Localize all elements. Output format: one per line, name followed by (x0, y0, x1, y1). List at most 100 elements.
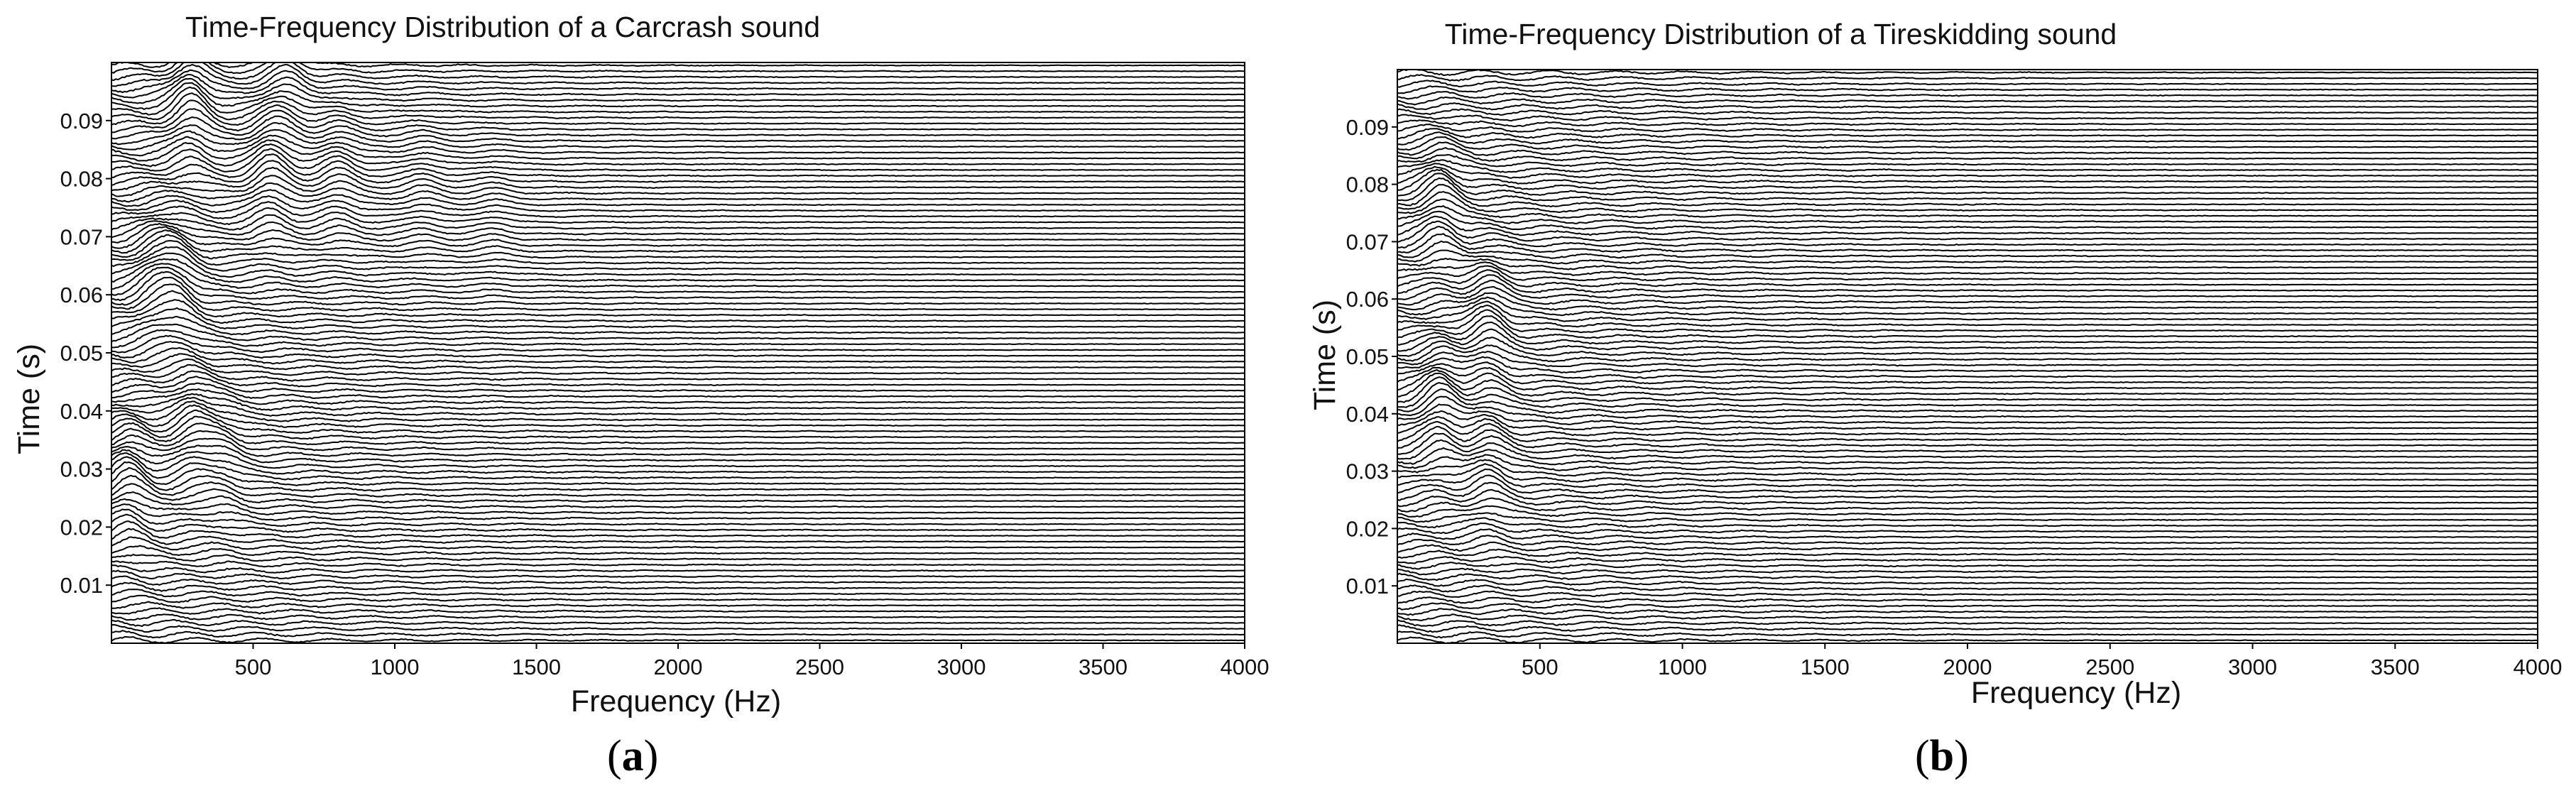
trace-line (1397, 556, 2538, 564)
trace-line (111, 74, 1245, 99)
trace-line (111, 153, 1245, 178)
trace-line (111, 263, 1245, 290)
trace-line (1397, 368, 2538, 391)
x-tick-label: 2500 (2085, 655, 2134, 679)
trace-line (111, 62, 1245, 68)
plot-area: 500 1000 1500 2000 2500 3000 3500 4000 0.01 0.02 0… (60, 62, 1269, 679)
trace-line (1397, 141, 2538, 156)
trace-line (1397, 168, 2538, 191)
x-tick-label: 500 (1522, 655, 1559, 679)
trace-line (1397, 535, 2538, 546)
chart-tireskidding: Time-Frequency Distribution of a Tireski… (1308, 18, 2563, 710)
trace-line (111, 393, 1245, 411)
trace-line (1397, 410, 2538, 431)
trace-line (1397, 249, 2538, 265)
trace-line (111, 358, 1245, 376)
trace-line (111, 376, 1245, 393)
trace-line (111, 508, 1245, 528)
trace-line (1397, 562, 2538, 570)
trace-line (111, 323, 1245, 343)
trace-line (1397, 269, 2538, 288)
trace-line (111, 139, 1245, 162)
trace-line (1397, 481, 2538, 501)
trace-line (1397, 361, 2538, 379)
trace-line (111, 108, 1245, 133)
trace-line (1397, 624, 2538, 633)
x-tick-label: 3500 (2371, 655, 2420, 679)
trace-line (1397, 85, 2538, 94)
trace-line (111, 513, 1245, 533)
caption-a: (a) (607, 732, 659, 780)
trace-line (1397, 114, 2538, 122)
trace-line (1397, 344, 2538, 363)
trace-line (1397, 210, 2538, 231)
trace-line (111, 353, 1245, 371)
trace-line (111, 449, 1245, 469)
trace-line (1397, 147, 2538, 162)
chart-carcrash: Time-Frequency Distribution of a Carcras… (12, 11, 1269, 718)
trace-line (1397, 131, 2538, 146)
trace-line (1397, 630, 2538, 639)
y-tick-label: 0.06 (1346, 287, 1389, 312)
trace-line (1397, 279, 2538, 300)
y-axis-label: Time (s) (12, 344, 46, 454)
trace-line (111, 456, 1245, 481)
y-tick-label: 0.09 (60, 109, 103, 133)
trace-line (111, 270, 1245, 302)
y-tick-label: 0.01 (1346, 574, 1389, 598)
trace-line (111, 498, 1245, 515)
trace-line (111, 461, 1245, 486)
trace-line (1397, 328, 2538, 352)
trace-line (1397, 184, 2538, 208)
trace-line (111, 299, 1245, 324)
caption-b: (b) (1915, 732, 1969, 780)
trace-line (111, 452, 1245, 475)
trace-line (111, 234, 1245, 260)
trace-line (1397, 285, 2538, 306)
trace-line (1397, 454, 2538, 471)
x-axis-label: Frequency (Hz) (1971, 676, 2181, 710)
x-tick-label: 3000 (937, 655, 986, 679)
trace-line (111, 220, 1245, 239)
trace-line (111, 503, 1245, 521)
trace-line (111, 160, 1245, 186)
trace-line (111, 334, 1245, 354)
y-tick-label: 0.07 (1346, 229, 1389, 254)
trace-line (111, 246, 1245, 272)
x-tick-label: 4000 (2514, 655, 2563, 679)
trace-line (111, 82, 1245, 111)
trace-line (1397, 512, 2538, 523)
trace-line (111, 409, 1245, 434)
trace-line (111, 92, 1245, 121)
y-tick-label: 0.05 (60, 341, 103, 366)
trace-line (111, 607, 1245, 615)
trace-line (1397, 395, 2538, 420)
trace-line (1397, 636, 2538, 643)
trace-line (1397, 619, 2538, 627)
trace-line (111, 195, 1245, 214)
y-tick-label: 0.03 (1346, 459, 1389, 484)
trace-line (111, 545, 1245, 557)
trace-line (111, 86, 1245, 116)
y-tick-label: 0.01 (60, 573, 103, 598)
trace-line (1397, 91, 2538, 100)
x-axis-label: Frequency (Hz) (571, 684, 781, 718)
trace-line (1397, 522, 2538, 535)
trace-line (111, 252, 1245, 278)
trace-line (111, 341, 1245, 359)
trace-line (1397, 215, 2538, 236)
trace-line (111, 229, 1245, 254)
trace-line (111, 474, 1245, 498)
trace-line (1397, 488, 2538, 508)
trace-line (111, 207, 1245, 226)
x-tick-label: 3000 (2228, 655, 2277, 679)
chart-title: Time-Frequency Distribution of a Tireski… (1445, 18, 2117, 50)
trace-line (1397, 505, 2538, 518)
x-tick-label: 2000 (1943, 655, 1992, 679)
trace-line (1397, 304, 2538, 328)
y-tick-label: 0.02 (1346, 516, 1389, 541)
trace-line (111, 143, 1245, 168)
trace-line (1397, 528, 2538, 540)
trace-line (1397, 356, 2538, 374)
